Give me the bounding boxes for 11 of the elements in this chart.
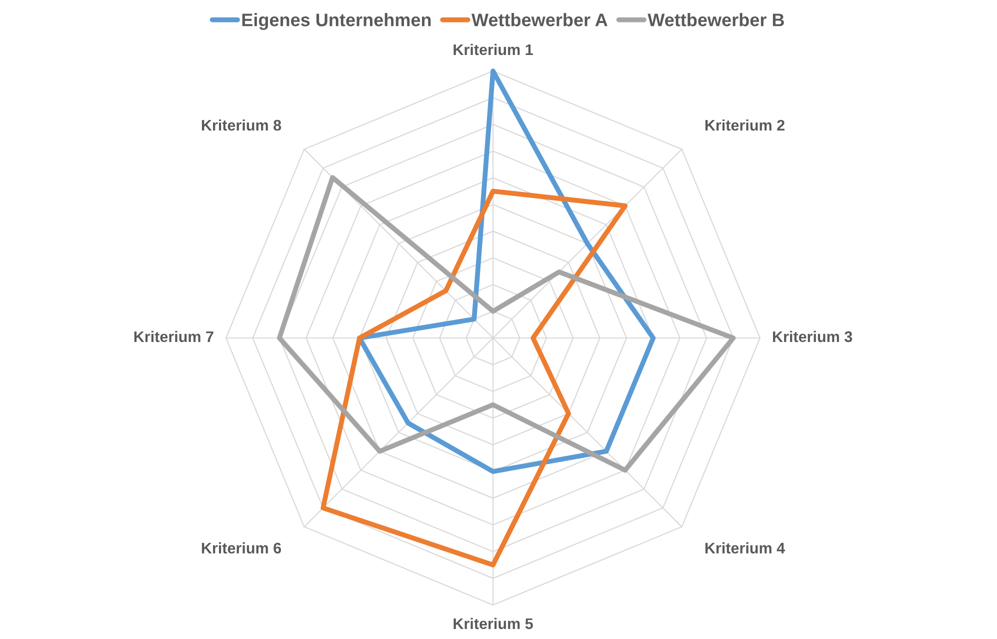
spoke-label: Kriterium 5 <box>454 618 533 630</box>
legend-label: Eigenes Unternehmen <box>242 13 431 30</box>
spoke-label: Kriterium 4 <box>705 542 785 554</box>
spoke-label: Kriterium 8 <box>202 119 282 131</box>
spoke-label: Kriterium 3 <box>773 330 852 342</box>
legend-label: Wettbewerber B <box>648 13 784 26</box>
legend-label: Wettbewerber A <box>471 13 608 26</box>
spoke-label: Kriterium 6 <box>202 542 282 554</box>
spoke-label: Kriterium 2 <box>705 119 784 131</box>
spoke-label: Kriterium 7 <box>134 330 214 342</box>
spoke-label: Kriterium 1 <box>454 44 533 56</box>
